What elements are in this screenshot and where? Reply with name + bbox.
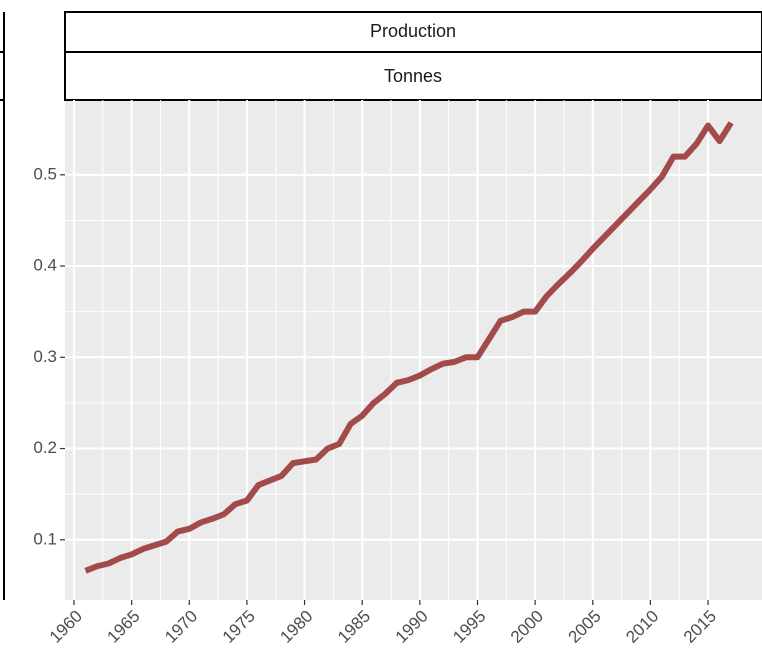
strip-label: Production <box>370 21 456 41</box>
panel <box>65 100 762 600</box>
x-tick-label: 1970 <box>161 607 201 647</box>
marks <box>84 121 734 574</box>
x-tick-label: 2010 <box>622 607 662 647</box>
x-tick-label: 1985 <box>334 607 374 647</box>
y-tick-label: 0.1 <box>33 529 57 548</box>
x-tick-label: 1960 <box>46 607 86 647</box>
y-tick-label: 0.5 <box>33 164 57 183</box>
line <box>84 121 734 574</box>
y-tick-label: 0.3 <box>33 347 57 366</box>
x-tick-label: 1980 <box>276 607 316 647</box>
y-tick-label: 0.4 <box>33 256 57 275</box>
x-tick-label: 1975 <box>219 607 259 647</box>
strip-box <box>64 51 762 101</box>
x-tick-label: 2015 <box>680 607 720 647</box>
x-tick-label: 1965 <box>103 607 143 647</box>
x-tick-label: 2000 <box>507 607 547 647</box>
x-tick-label: 1990 <box>392 607 432 647</box>
strip-label: Tonnes <box>384 66 442 86</box>
x-tick-label: 1995 <box>449 607 489 647</box>
y-tick-label: 0.2 <box>33 438 57 457</box>
x-tick-label: 2005 <box>565 607 605 647</box>
grid <box>65 100 762 600</box>
